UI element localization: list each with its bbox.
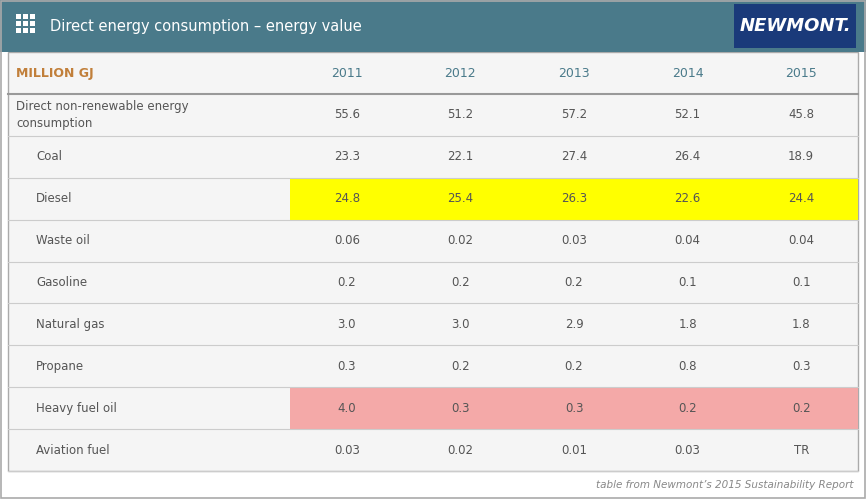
Text: 0.1: 0.1 bbox=[792, 276, 811, 289]
Text: 0.2: 0.2 bbox=[338, 276, 356, 289]
Bar bbox=[30, 28, 35, 33]
Bar bbox=[734, 4, 856, 48]
Text: NEWMONT.: NEWMONT. bbox=[740, 17, 850, 35]
Text: 52.1: 52.1 bbox=[675, 108, 701, 121]
Text: Direct energy consumption – energy value: Direct energy consumption – energy value bbox=[50, 18, 362, 33]
Text: 0.04: 0.04 bbox=[675, 234, 701, 247]
Text: 3.0: 3.0 bbox=[338, 318, 356, 331]
Bar bbox=[16, 28, 21, 33]
Text: 2015: 2015 bbox=[785, 66, 818, 79]
Text: 22.1: 22.1 bbox=[447, 150, 474, 163]
Text: 55.6: 55.6 bbox=[333, 108, 359, 121]
Text: 26.4: 26.4 bbox=[675, 150, 701, 163]
Bar bbox=[30, 21, 35, 26]
Text: 57.2: 57.2 bbox=[561, 108, 587, 121]
Text: 2014: 2014 bbox=[672, 66, 703, 79]
Text: 23.3: 23.3 bbox=[333, 150, 359, 163]
Text: 0.2: 0.2 bbox=[565, 276, 584, 289]
Text: 4.0: 4.0 bbox=[338, 402, 356, 415]
Bar bbox=[30, 14, 35, 19]
Bar bbox=[0, 0, 866, 52]
Bar bbox=[23, 21, 28, 26]
Text: 0.2: 0.2 bbox=[451, 276, 469, 289]
Text: 18.9: 18.9 bbox=[788, 150, 814, 163]
Text: 0.3: 0.3 bbox=[338, 360, 356, 373]
Text: 2.9: 2.9 bbox=[565, 318, 584, 331]
Text: Coal: Coal bbox=[36, 150, 62, 163]
Text: 24.8: 24.8 bbox=[333, 192, 360, 205]
Text: MILLION GJ: MILLION GJ bbox=[16, 66, 94, 79]
Text: 25.4: 25.4 bbox=[448, 192, 474, 205]
Text: Direct non-renewable energy
consumption: Direct non-renewable energy consumption bbox=[16, 100, 189, 130]
Text: 2013: 2013 bbox=[559, 66, 590, 79]
Text: 2012: 2012 bbox=[444, 66, 476, 79]
Text: 0.2: 0.2 bbox=[678, 402, 697, 415]
Text: 45.8: 45.8 bbox=[788, 108, 814, 121]
Text: 0.3: 0.3 bbox=[565, 402, 583, 415]
Text: 0.03: 0.03 bbox=[675, 444, 701, 457]
Text: Aviation fuel: Aviation fuel bbox=[36, 444, 110, 457]
Text: 0.03: 0.03 bbox=[334, 444, 359, 457]
Text: 1.8: 1.8 bbox=[678, 318, 697, 331]
Text: Diesel: Diesel bbox=[36, 192, 73, 205]
Text: Propane: Propane bbox=[36, 360, 84, 373]
Text: table from Newmont’s 2015 Sustainability Report: table from Newmont’s 2015 Sustainability… bbox=[597, 480, 854, 490]
Text: 0.2: 0.2 bbox=[792, 402, 811, 415]
Text: 51.2: 51.2 bbox=[448, 108, 474, 121]
Text: 22.6: 22.6 bbox=[675, 192, 701, 205]
Text: Waste oil: Waste oil bbox=[36, 234, 90, 247]
Text: 26.3: 26.3 bbox=[561, 192, 587, 205]
Text: 24.4: 24.4 bbox=[788, 192, 814, 205]
Text: 1.8: 1.8 bbox=[792, 318, 811, 331]
Text: 0.2: 0.2 bbox=[451, 360, 469, 373]
Text: Heavy fuel oil: Heavy fuel oil bbox=[36, 402, 117, 415]
Text: 0.02: 0.02 bbox=[448, 234, 474, 247]
Text: 0.01: 0.01 bbox=[561, 444, 587, 457]
Text: Gasoline: Gasoline bbox=[36, 276, 87, 289]
Text: 2011: 2011 bbox=[331, 66, 363, 79]
Text: TR: TR bbox=[793, 444, 809, 457]
Text: 0.3: 0.3 bbox=[792, 360, 811, 373]
Text: 27.4: 27.4 bbox=[561, 150, 587, 163]
Bar bbox=[23, 14, 28, 19]
Text: 0.02: 0.02 bbox=[448, 444, 474, 457]
Bar bbox=[290, 178, 858, 220]
Bar bbox=[16, 14, 21, 19]
Bar bbox=[290, 387, 858, 429]
Text: Natural gas: Natural gas bbox=[36, 318, 105, 331]
Text: 0.06: 0.06 bbox=[333, 234, 359, 247]
Bar bbox=[8, 52, 858, 471]
Text: 0.1: 0.1 bbox=[678, 276, 697, 289]
Text: 0.2: 0.2 bbox=[565, 360, 584, 373]
Text: 0.3: 0.3 bbox=[451, 402, 469, 415]
Text: 0.04: 0.04 bbox=[788, 234, 814, 247]
Text: 3.0: 3.0 bbox=[451, 318, 469, 331]
Text: 0.8: 0.8 bbox=[678, 360, 697, 373]
Bar bbox=[23, 28, 28, 33]
Text: 0.03: 0.03 bbox=[561, 234, 587, 247]
Bar bbox=[16, 21, 21, 26]
